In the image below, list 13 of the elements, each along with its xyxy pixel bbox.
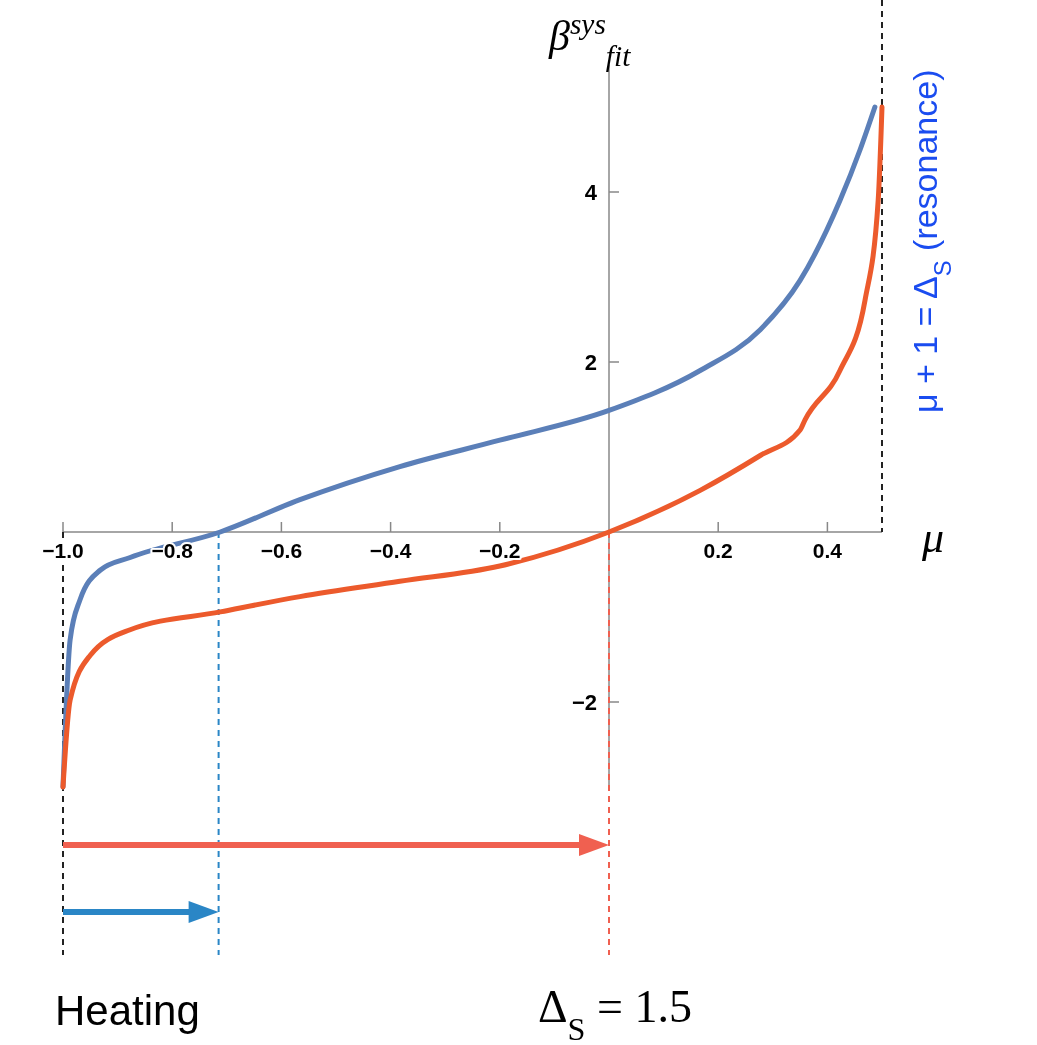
x-tick-label: −1.0	[42, 539, 84, 562]
y-tick-label: 2	[584, 350, 597, 375]
x-axis-title: μ	[921, 513, 945, 562]
x-tick-label: 0.4	[812, 539, 843, 562]
text: Heating	[55, 987, 200, 1034]
y-tick-label: 4	[584, 180, 598, 205]
x-tick-label: −0.6	[260, 539, 303, 562]
x-tick-label: −0.8	[151, 539, 194, 562]
y-tick-label: −2	[571, 690, 597, 715]
x-tick-label: −0.4	[369, 539, 412, 562]
x-tick-label: 0.2	[703, 539, 733, 562]
text: Δ$_{S}$ = 1.5	[538, 981, 692, 1045]
x-tick-label: −0.2	[479, 539, 521, 562]
